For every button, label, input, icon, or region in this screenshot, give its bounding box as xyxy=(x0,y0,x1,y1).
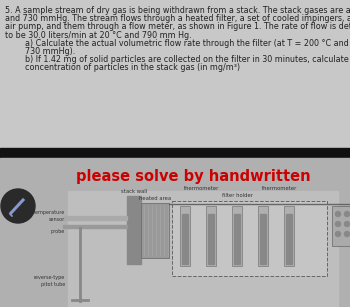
Text: thermometer: thermometer xyxy=(184,186,220,191)
Text: 5. A sample stream of dry gas is being withdrawn from a stack. The stack gases a: 5. A sample stream of dry gas is being w… xyxy=(5,6,350,15)
Bar xyxy=(68,191,338,306)
Bar xyxy=(173,202,326,275)
Bar xyxy=(206,206,216,266)
Text: a) Calculate the actual volumetric flow rate through the filter (at T = 200 °C a: a) Calculate the actual volumetric flow … xyxy=(5,39,350,48)
Bar xyxy=(232,206,242,266)
Circle shape xyxy=(344,231,350,236)
Bar xyxy=(332,206,350,246)
Bar xyxy=(208,214,214,264)
Text: and 730 mmHg. The stream flows through a heated filter, a set of cooled impinger: and 730 mmHg. The stream flows through a… xyxy=(5,14,350,23)
Circle shape xyxy=(336,212,341,216)
Text: concentration of particles in the stack gas (in mg/m³): concentration of particles in the stack … xyxy=(5,64,240,72)
Circle shape xyxy=(1,189,35,223)
Text: please solve by handwritten: please solve by handwritten xyxy=(76,169,310,184)
Bar xyxy=(260,214,266,264)
Text: heated area: heated area xyxy=(139,196,171,201)
Circle shape xyxy=(336,231,341,236)
Text: temperature
sensor: temperature sensor xyxy=(34,210,65,222)
Bar xyxy=(182,214,188,264)
Text: filter holder: filter holder xyxy=(222,193,252,198)
Bar xyxy=(141,203,169,258)
Bar xyxy=(286,214,292,264)
Bar xyxy=(172,201,327,276)
Text: to be 30.0 liters/min at 20 °C and 790 mm Hg.: to be 30.0 liters/min at 20 °C and 790 m… xyxy=(5,31,192,40)
Bar xyxy=(63,216,127,220)
Bar xyxy=(63,225,127,228)
Bar xyxy=(0,158,350,307)
Bar xyxy=(0,148,350,158)
Circle shape xyxy=(336,221,341,227)
Bar xyxy=(180,206,190,266)
Bar xyxy=(0,0,350,148)
Text: b) If 1.42 mg of solid particles are collected on the filter in 30 minutes, calc: b) If 1.42 mg of solid particles are col… xyxy=(5,55,350,64)
Bar xyxy=(258,206,268,266)
Bar xyxy=(127,196,141,264)
Text: thermometer: thermometer xyxy=(262,186,298,191)
Text: stack wall: stack wall xyxy=(121,189,147,194)
Text: 730 mmHg).: 730 mmHg). xyxy=(5,47,75,56)
Text: air pump, and them through a flow meter, as shown in Figure 1. The rate of flow : air pump, and them through a flow meter,… xyxy=(5,22,350,31)
Bar xyxy=(284,206,294,266)
Text: probe: probe xyxy=(51,228,65,234)
Circle shape xyxy=(344,212,350,216)
Text: reverse-type
pitot tube: reverse-type pitot tube xyxy=(34,275,65,287)
Bar xyxy=(234,214,240,264)
Circle shape xyxy=(344,221,350,227)
